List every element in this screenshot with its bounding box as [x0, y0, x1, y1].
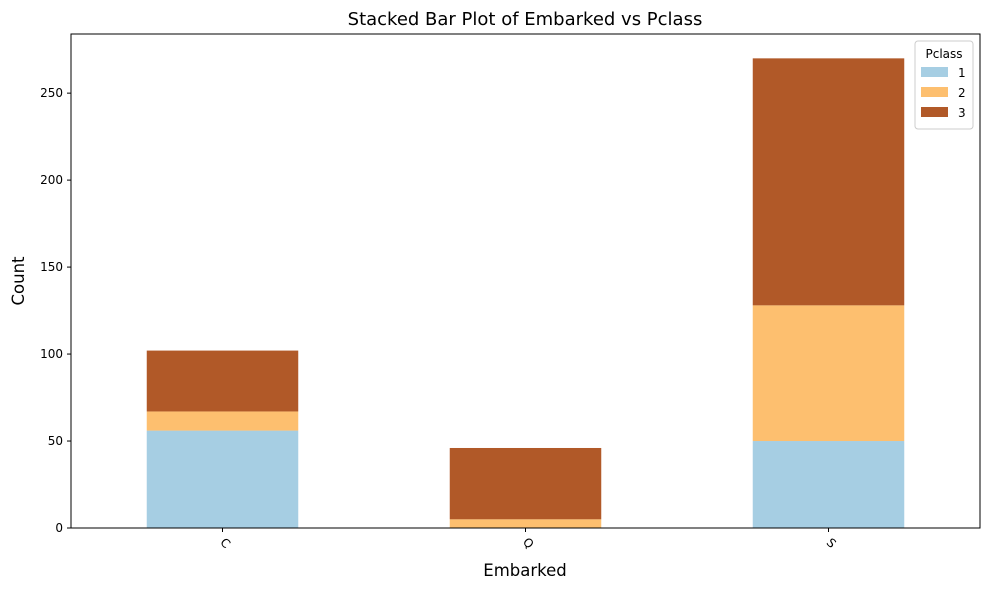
- x-tick-label: Q: [520, 535, 537, 552]
- y-tick-label: 0: [55, 521, 63, 535]
- bar-C-pclass-3: [146, 350, 299, 412]
- bar-Q-pclass-2: [449, 519, 602, 528]
- legend-label-3: 3: [958, 106, 966, 120]
- bar-C-pclass-2: [146, 411, 299, 431]
- x-tick-label: C: [217, 535, 233, 551]
- y-tick-label: 200: [40, 173, 63, 187]
- bars-group: [146, 58, 905, 528]
- legend: Pclass 1 2 3: [914, 40, 974, 130]
- legend-label-1: 1: [958, 66, 966, 80]
- legend-swatch-3: [921, 107, 948, 117]
- y-tick-label: 250: [40, 86, 63, 100]
- bar-S-pclass-1: [752, 441, 905, 528]
- legend-title: Pclass: [925, 47, 962, 61]
- bar-C-pclass-1: [146, 430, 299, 528]
- y-tick-label: 100: [40, 347, 63, 361]
- x-axis-label: Embarked: [483, 561, 566, 580]
- legend-label-2: 2: [958, 86, 966, 100]
- y-axis: 0 50 100 150 200 250: [40, 86, 71, 535]
- chart-title: Stacked Bar Plot of Embarked vs Pclass: [348, 9, 703, 30]
- legend-swatch-1: [921, 67, 948, 77]
- bar-S-pclass-2: [752, 305, 905, 442]
- bar-S-pclass-3: [752, 58, 905, 306]
- y-tick-label: 150: [40, 260, 63, 274]
- x-tick-label: S: [824, 536, 839, 551]
- legend-swatch-2: [921, 87, 948, 97]
- y-tick-label: 50: [48, 434, 63, 448]
- y-axis-label: Count: [9, 256, 28, 306]
- bar-Q-pclass-3: [449, 447, 602, 520]
